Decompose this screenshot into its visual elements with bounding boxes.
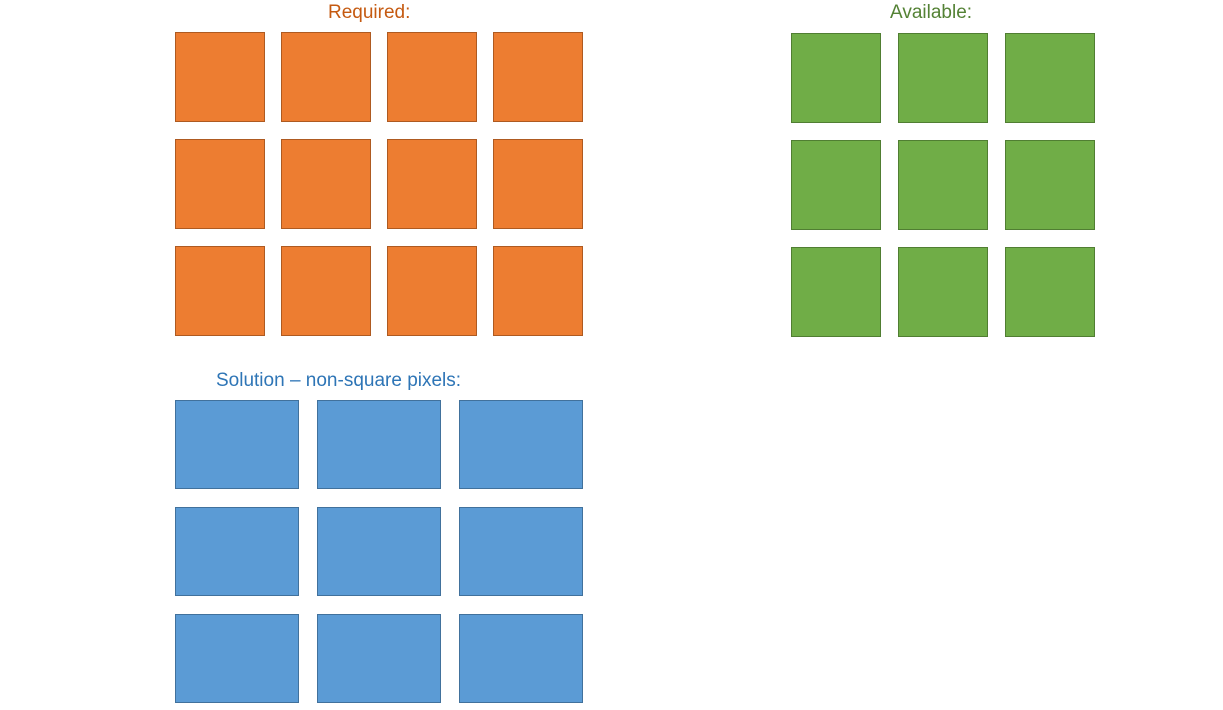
required-pixel-square <box>281 246 371 336</box>
available-pixel-square <box>1005 247 1095 337</box>
available-pixel-square <box>1005 140 1095 230</box>
solution-pixel-rect <box>175 507 299 596</box>
solution-pixel-rect <box>317 614 441 703</box>
required-pixel-square <box>493 139 583 229</box>
required-pixel-square <box>387 139 477 229</box>
available-pixel-square <box>791 33 881 123</box>
solution-pixel-rect <box>317 507 441 596</box>
available-pixel-square <box>791 140 881 230</box>
available-pixel-square <box>1005 33 1095 123</box>
required-pixel-square <box>175 139 265 229</box>
available-pixel-square <box>791 247 881 337</box>
required-pixel-square <box>281 139 371 229</box>
required-pixel-square <box>387 246 477 336</box>
solution-pixel-rect <box>459 507 583 596</box>
solution-pixel-rect <box>459 614 583 703</box>
required-pixel-square <box>281 32 371 122</box>
required-label: Required: <box>328 2 411 23</box>
required-pixel-square <box>387 32 477 122</box>
required-pixel-square <box>493 32 583 122</box>
required-pixel-square <box>175 246 265 336</box>
available-label: Available: <box>890 2 973 23</box>
required-pixel-square <box>175 32 265 122</box>
solution-pixel-rect <box>459 400 583 489</box>
solution-pixel-rect <box>175 614 299 703</box>
available-pixel-square <box>898 33 988 123</box>
available-pixel-square <box>898 140 988 230</box>
available-pixel-square <box>898 247 988 337</box>
required-pixel-square <box>493 246 583 336</box>
solution-pixel-rect <box>317 400 441 489</box>
solution-label: Solution – non-square pixels: <box>216 370 462 391</box>
solution-pixel-rect <box>175 400 299 489</box>
